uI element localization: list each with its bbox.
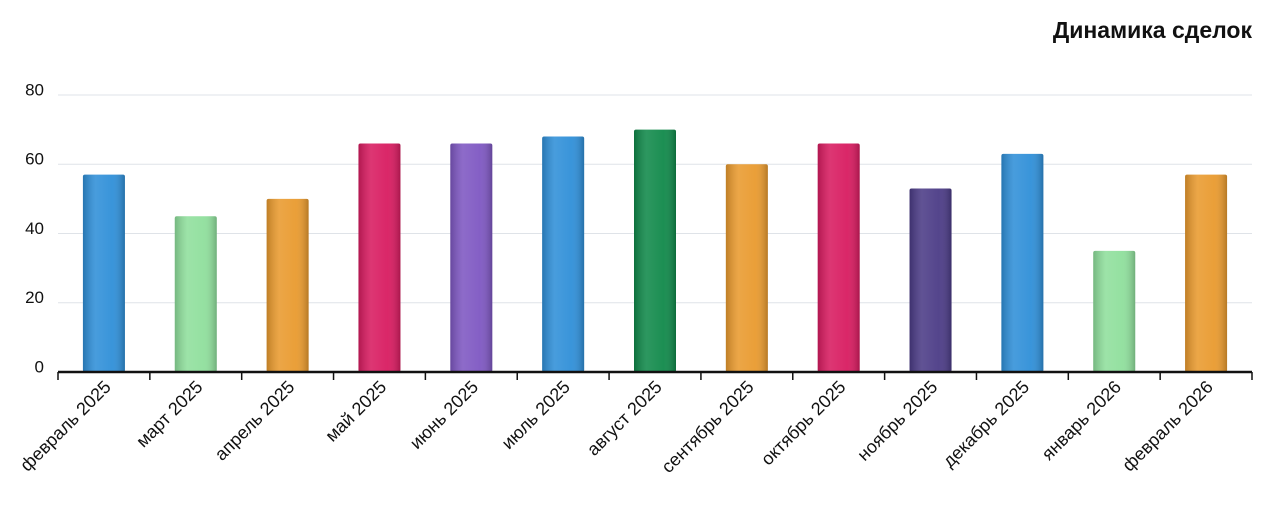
x-tick-label: июль 2025	[498, 377, 574, 453]
x-tick-label: июнь 2025	[406, 377, 482, 453]
bar-shade	[1093, 250, 1136, 372]
bar-shade	[542, 136, 585, 372]
x-tick-label: сентябрь 2025	[657, 377, 757, 477]
y-tick-label: 80	[25, 80, 44, 99]
x-tick-label: октябрь 2025	[757, 377, 850, 470]
bar-shade	[358, 143, 401, 372]
bar-shade	[450, 143, 493, 372]
y-tick-label: 20	[25, 288, 44, 307]
bar-shade	[266, 198, 309, 372]
bar-shade	[82, 174, 125, 372]
bar-shade	[634, 129, 676, 372]
bar-shade	[1001, 153, 1044, 372]
y-tick-label: 0	[35, 357, 44, 376]
x-tick-label: февраль 2025	[16, 377, 115, 476]
bar-shade	[1185, 174, 1228, 372]
x-tick-label: август 2025	[583, 377, 666, 460]
x-tick-label: январь 2026	[1038, 377, 1125, 464]
x-tick-label: декабрь 2025	[939, 377, 1033, 471]
y-tick-label: 40	[25, 219, 44, 238]
x-tick-label: март 2025	[132, 377, 206, 451]
y-tick-label: 60	[25, 150, 44, 169]
x-tick-label: ноябрь 2025	[853, 377, 941, 465]
bar-shade	[174, 216, 217, 372]
x-tick-label: май 2025	[321, 377, 390, 446]
bar-shade	[909, 188, 952, 372]
bar-shade	[817, 143, 860, 372]
chart-title: Динамика сделок	[1053, 17, 1253, 43]
bar-shade	[725, 164, 768, 372]
x-tick-label: апрель 2025	[211, 377, 299, 465]
x-tick-label: февраль 2026	[1118, 377, 1217, 476]
